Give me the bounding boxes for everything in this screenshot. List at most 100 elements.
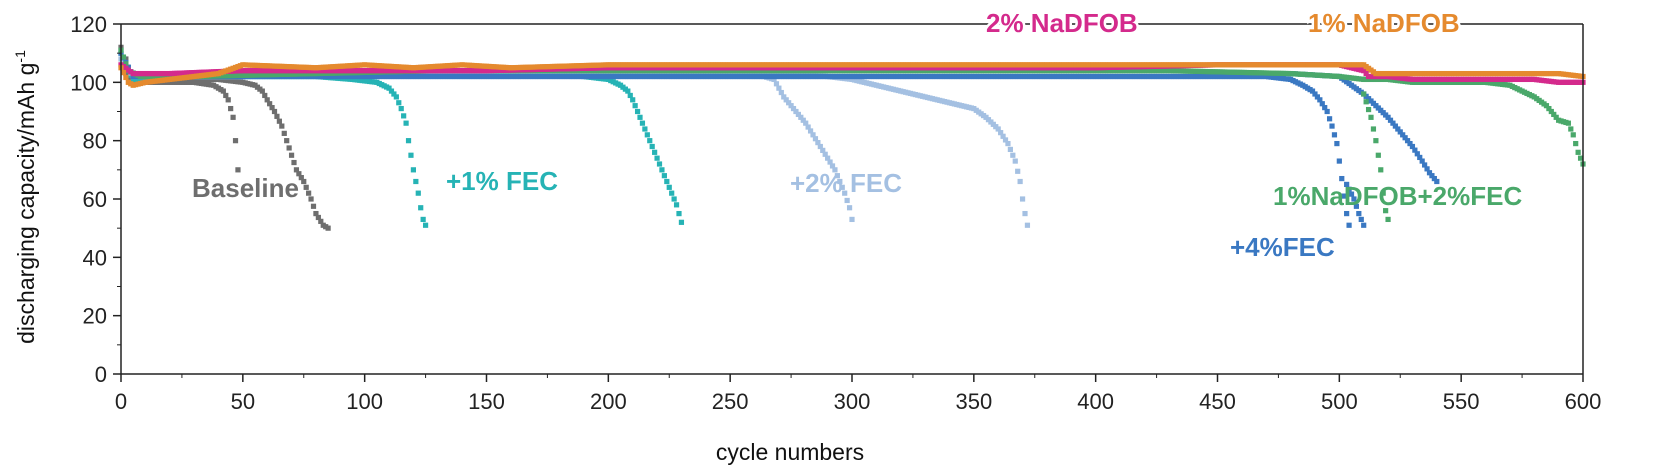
data-point (225, 97, 231, 103)
data-point (812, 136, 819, 142)
data-point (1385, 216, 1391, 223)
data-point (807, 128, 814, 134)
data-point (408, 152, 414, 158)
data-point (298, 175, 304, 181)
y-axis-label: discharging capacity/mAh g-1 (12, 50, 39, 344)
data-point (849, 216, 855, 223)
data-point (837, 178, 843, 185)
data-point (1341, 193, 1347, 199)
data-point (1334, 140, 1340, 147)
data-point (1395, 126, 1401, 132)
y-tick-label: 0 (95, 362, 107, 387)
data-point (123, 61, 129, 67)
data-point (276, 118, 282, 124)
x-axis-label: cycle numbers (716, 439, 864, 465)
data-point (1361, 91, 1367, 97)
data-point (788, 103, 794, 109)
data-point (786, 100, 792, 106)
data-point (998, 130, 1004, 136)
data-point (396, 100, 402, 106)
data-point (415, 190, 421, 196)
data-point (1339, 175, 1345, 182)
y-tick-label: 100 (70, 70, 107, 95)
data-point (228, 105, 234, 112)
data-point (639, 120, 646, 126)
data-point (232, 138, 239, 144)
data-point (1407, 140, 1413, 147)
data-point (656, 161, 663, 167)
y-tick-label: 40 (83, 245, 107, 270)
data-point (644, 132, 650, 138)
data-point (403, 120, 409, 126)
data-point (1375, 152, 1381, 158)
data-point (267, 101, 273, 107)
data-point (386, 85, 392, 91)
data-point (1346, 186, 1352, 192)
data-point (120, 70, 127, 76)
data-point (1422, 162, 1428, 168)
data-point (839, 184, 845, 190)
data-point (661, 173, 667, 179)
data-point (1429, 173, 1435, 179)
data-point (669, 190, 675, 196)
data-point (1370, 126, 1377, 132)
data-point (1570, 132, 1576, 138)
data-point (264, 97, 270, 103)
data-point (405, 138, 412, 144)
data-point (1543, 103, 1550, 109)
data-point (1346, 222, 1352, 228)
data-point (820, 147, 826, 153)
data-point (825, 155, 831, 161)
data-point (810, 132, 816, 138)
data-point (778, 89, 784, 96)
data-point (235, 167, 241, 173)
data-point (388, 88, 395, 94)
data-point (673, 202, 680, 208)
data-point (776, 85, 782, 91)
label-nadfob2: 2% NaDFOB (986, 8, 1138, 38)
x-tick-label: 350 (955, 389, 992, 414)
x-tick-label: 200 (590, 389, 627, 414)
data-point (269, 105, 275, 111)
data-point (1404, 138, 1411, 144)
data-point (318, 218, 324, 224)
data-point (625, 88, 631, 94)
data-point (642, 126, 648, 132)
x-tick-label: 400 (1077, 389, 1114, 414)
data-point (1546, 105, 1552, 112)
data-point (1336, 158, 1342, 164)
data-point (1417, 154, 1423, 161)
data-point (1568, 126, 1574, 132)
data-point (410, 167, 416, 173)
data-point (310, 203, 317, 209)
x-tick-label: 100 (346, 389, 383, 414)
data-point (995, 126, 1001, 132)
data-point (659, 167, 665, 173)
data-point (827, 159, 833, 165)
x-tick-label: 150 (468, 389, 505, 414)
data-point (1434, 178, 1440, 185)
data-point (420, 216, 426, 223)
data-point (1387, 117, 1394, 123)
data-point (1309, 88, 1316, 94)
x-tick-label: 250 (712, 389, 749, 414)
data-point (1365, 106, 1372, 113)
data-marks (118, 44, 1586, 231)
data-point (279, 123, 285, 129)
data-point (1548, 108, 1554, 115)
data-point (649, 143, 655, 150)
data-point (664, 178, 670, 185)
data-point (1326, 116, 1333, 122)
label-baseline: Baseline (192, 173, 299, 203)
data-point (1385, 114, 1391, 120)
data-point (678, 219, 685, 225)
data-point (842, 190, 848, 196)
data-point (654, 155, 660, 161)
data-point (1317, 97, 1323, 103)
data-point (1012, 158, 1018, 164)
label-combo: 1%NaDFOB+2%FEC (1273, 181, 1522, 211)
x-tick-label: 450 (1199, 389, 1236, 414)
y-axis-label-superscript: -1 (12, 50, 28, 63)
